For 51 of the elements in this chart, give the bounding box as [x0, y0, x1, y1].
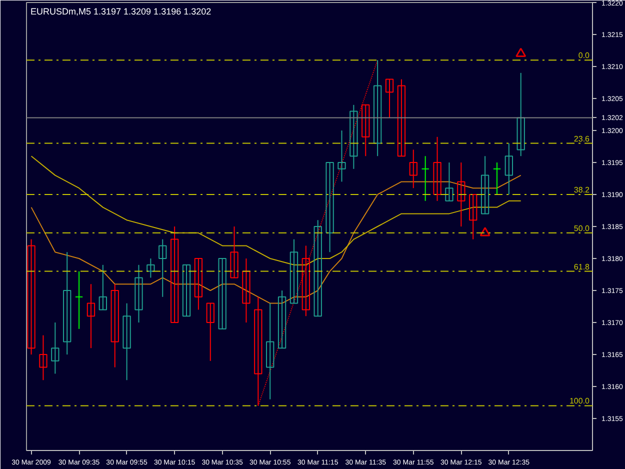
- candlestick: [63, 252, 72, 355]
- annotation: 23.6: [574, 134, 590, 144]
- annotation: 100.0: [569, 396, 590, 406]
- candlestick: [421, 156, 430, 202]
- annotation: 0.0: [578, 51, 590, 60]
- annotation: 50.0: [574, 224, 590, 233]
- candlestick: [194, 258, 203, 310]
- annotation: 38.2: [574, 186, 590, 194]
- candlestick: [397, 78, 406, 157]
- candlestick: [134, 264, 143, 323]
- candlestick: [74, 270, 84, 330]
- candlestick: [385, 78, 394, 118]
- candlestick: [457, 162, 466, 227]
- candlestick: [122, 302, 131, 381]
- candlestick: [170, 226, 179, 323]
- candlestick: [218, 258, 226, 330]
- candlestick: [266, 302, 274, 400]
- candlestick: [86, 284, 96, 349]
- candlestick: [338, 130, 346, 182]
- candlestick: [445, 162, 454, 202]
- line-series: [30, 156, 522, 266]
- candlestick: [182, 264, 191, 317]
- candlestick: [433, 136, 442, 202]
- candlestick: [469, 194, 478, 240]
- candlestick: [51, 322, 60, 374]
- candlestick: [290, 238, 298, 304]
- candlestick: [480, 156, 490, 214]
- candlestick: [326, 162, 334, 253]
- candlestick: [373, 60, 382, 157]
- candlestick: [278, 290, 286, 349]
- chart-title: EURUSDm,M5 1.3197 1.3209 1.3196 1.3202: [30, 6, 212, 16]
- candlestick: [39, 334, 48, 381]
- candlestick: [27, 238, 36, 355]
- candlestick: [409, 149, 418, 189]
- candlestick: [314, 220, 322, 317]
- candlestick: [350, 104, 358, 170]
- candlestick: [146, 258, 155, 278]
- candlestick: [230, 226, 238, 278]
- candlestick: [504, 142, 513, 195]
- annotation: 61.8: [574, 262, 590, 272]
- candlestick: [362, 104, 370, 157]
- candlestick: [158, 238, 167, 298]
- candlestick: [242, 258, 250, 323]
- candlestick: [110, 284, 119, 368]
- candlestick: [492, 162, 502, 195]
- line-series: [30, 174, 522, 304]
- candlestick: [206, 302, 214, 362]
- candlestick: [98, 264, 108, 310]
- candlestick: [516, 72, 525, 157]
- candlestick: [254, 296, 262, 406]
- candlestick: [302, 245, 310, 317]
